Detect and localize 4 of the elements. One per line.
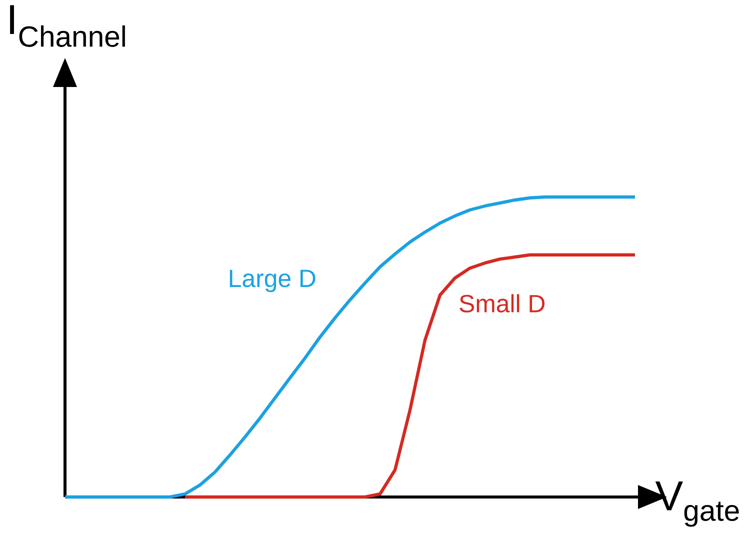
series-label: Small D [460, 294, 544, 312]
y-axis-title: I$_{Channel}$ [10, 5, 125, 47]
series-label: Large D [230, 270, 316, 292]
x-axis-title: V$_{gate}$ [655, 482, 739, 527]
